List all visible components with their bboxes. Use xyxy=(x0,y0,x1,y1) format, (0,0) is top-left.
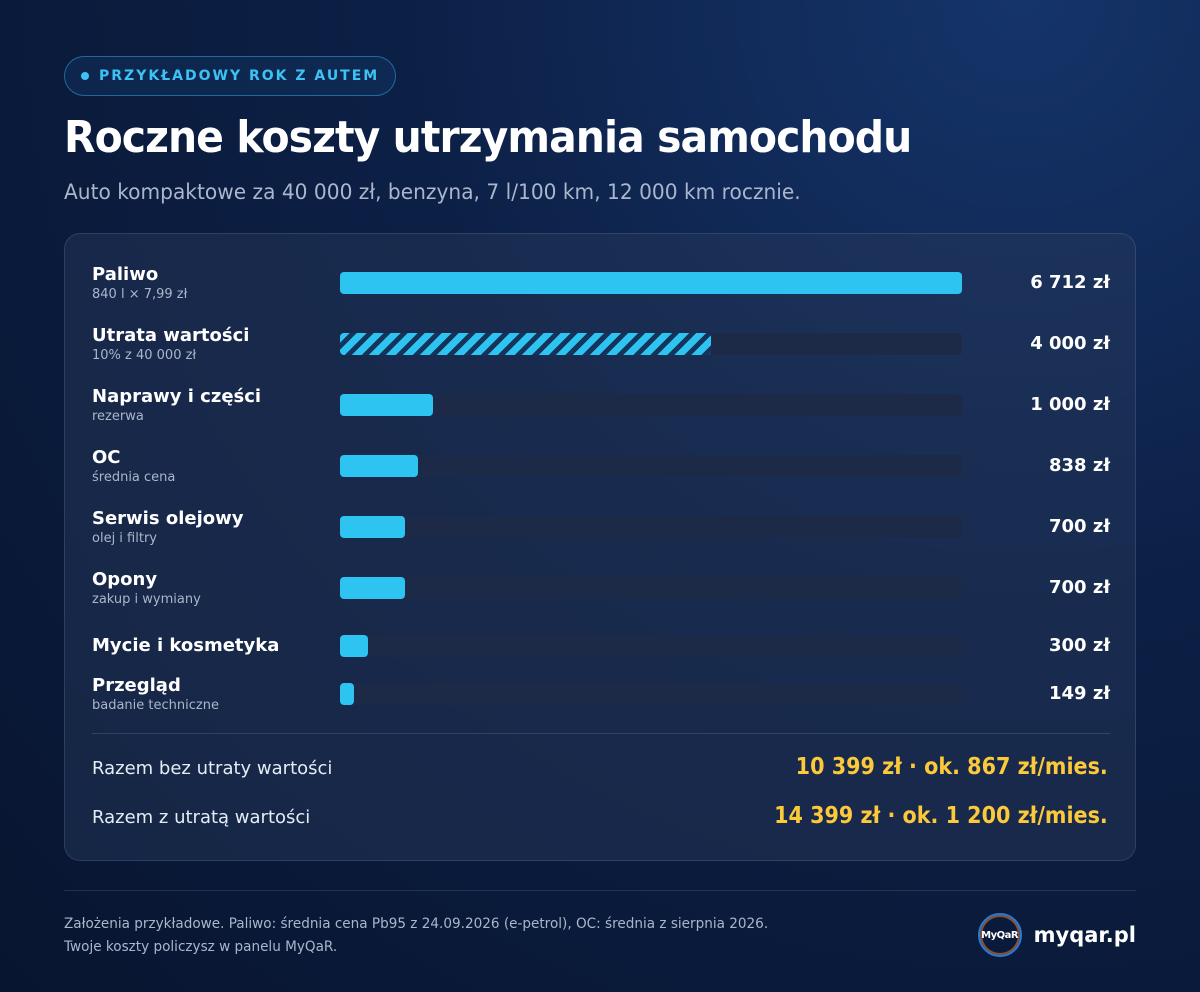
brand-name: myqar.pl xyxy=(1033,923,1136,947)
page-title: Roczne koszty utrzymania samochodu xyxy=(64,112,912,163)
bar-value-label: 6 712 zł xyxy=(1030,272,1110,293)
bar-track xyxy=(340,516,962,538)
bar-category-sublabel: rezerwa xyxy=(92,409,144,424)
bar-row: OC średnia cena 838 zł xyxy=(65,447,1137,497)
bar-row: Mycie i kosmetyka 300 zł xyxy=(65,630,1137,680)
bar-value-label: 300 zł xyxy=(1049,635,1110,656)
cost-chart-card: Paliwo 840 l × 7,99 zł 6 712 zł Utrata wart… xyxy=(64,233,1136,861)
bar-track xyxy=(340,333,962,355)
brand-logo-icon: MyQaR xyxy=(977,913,1022,957)
footer-note-line-2: Twoje koszty policzysz w panelu MyQaR. xyxy=(64,939,338,955)
bar-category-label: Mycie i kosmetyka xyxy=(92,635,280,656)
bar-row: Serwis olejowy olej i filtry 700 zł xyxy=(65,508,1137,558)
footer-note-line-1: Założenia przykładowe. Paliwo: średnia c… xyxy=(64,916,769,932)
bar-row: Opony zakup i wymiany 700 zł xyxy=(65,569,1137,619)
badge-label: PRZYKŁADOWY ROK Z AUTEM xyxy=(99,68,380,84)
bar-row: Utrata wartości 10% z 40 000 zł 4 000 zł xyxy=(65,325,1137,375)
bar-fill xyxy=(340,333,711,355)
bar-value-label: 700 zł xyxy=(1049,577,1110,598)
bar-category-label: Opony xyxy=(92,569,158,590)
page-subtitle: Auto kompaktowe za 40 000 zł, benzyna, 7… xyxy=(64,180,801,204)
bar-fill xyxy=(340,635,368,657)
bar-track xyxy=(340,394,962,416)
bar-track xyxy=(340,635,962,657)
bar-category-sublabel: zakup i wymiany xyxy=(92,592,201,607)
bar-track xyxy=(340,683,962,705)
category-badge: PRZYKŁADOWY ROK Z AUTEM xyxy=(64,56,397,96)
totals-divider xyxy=(92,733,1110,734)
badge-dot-icon xyxy=(81,72,89,80)
bar-value-label: 149 zł xyxy=(1049,683,1110,704)
bar-fill xyxy=(340,455,418,477)
bar-fill xyxy=(340,394,433,416)
bar-fill xyxy=(340,577,405,599)
bar-category-label: OC xyxy=(92,447,121,468)
bar-category-sublabel: olej i filtry xyxy=(92,531,157,546)
bar-fill xyxy=(340,516,405,538)
bar-category-sublabel: średnia cena xyxy=(92,470,176,485)
total-without-depreciation-label: Razem bez utraty wartości xyxy=(92,758,333,779)
bar-value-label: 838 zł xyxy=(1049,455,1110,476)
bar-track xyxy=(340,272,962,294)
footer-note: Założenia przykładowe. Paliwo: średnia c… xyxy=(64,913,768,959)
bar-value-label: 4 000 zł xyxy=(1030,333,1110,354)
bar-category-sublabel: 10% z 40 000 zł xyxy=(92,348,197,363)
total-with-depreciation-value: 14 399 zł · ok. 1 200 zł/mies. xyxy=(774,803,1108,829)
total-without-depreciation-value: 10 399 zł · ok. 867 zł/mies. xyxy=(795,754,1108,780)
bar-value-label: 700 zł xyxy=(1049,516,1110,537)
bar-category-sublabel: badanie techniczne xyxy=(92,698,219,713)
bar-category-label: Serwis olejowy xyxy=(92,508,244,529)
brand-logo-text: MyQaR xyxy=(981,929,1019,941)
bar-track xyxy=(340,455,962,477)
bar-category-label: Utrata wartości xyxy=(92,325,250,346)
total-with-depreciation-label: Razem z utratą wartości xyxy=(92,807,311,828)
bar-value-label: 1 000 zł xyxy=(1030,394,1110,415)
bar-row: Paliwo 840 l × 7,99 zł 6 712 zł xyxy=(65,264,1137,314)
footer-divider xyxy=(64,890,1136,891)
bar-track xyxy=(340,577,962,599)
bar-fill xyxy=(340,272,962,294)
bar-row: Przegląd badanie techniczne 149 zł xyxy=(65,675,1137,725)
brand[interactable]: MyQaR myqar.pl xyxy=(977,913,1136,957)
bar-row: Naprawy i części rezerwa 1 000 zł xyxy=(65,386,1137,436)
bar-category-label: Paliwo xyxy=(92,264,159,285)
bar-fill xyxy=(340,683,354,705)
bar-category-label: Przegląd xyxy=(92,675,181,696)
bar-category-label: Naprawy i części xyxy=(92,386,262,407)
bar-category-sublabel: 840 l × 7,99 zł xyxy=(92,287,188,302)
